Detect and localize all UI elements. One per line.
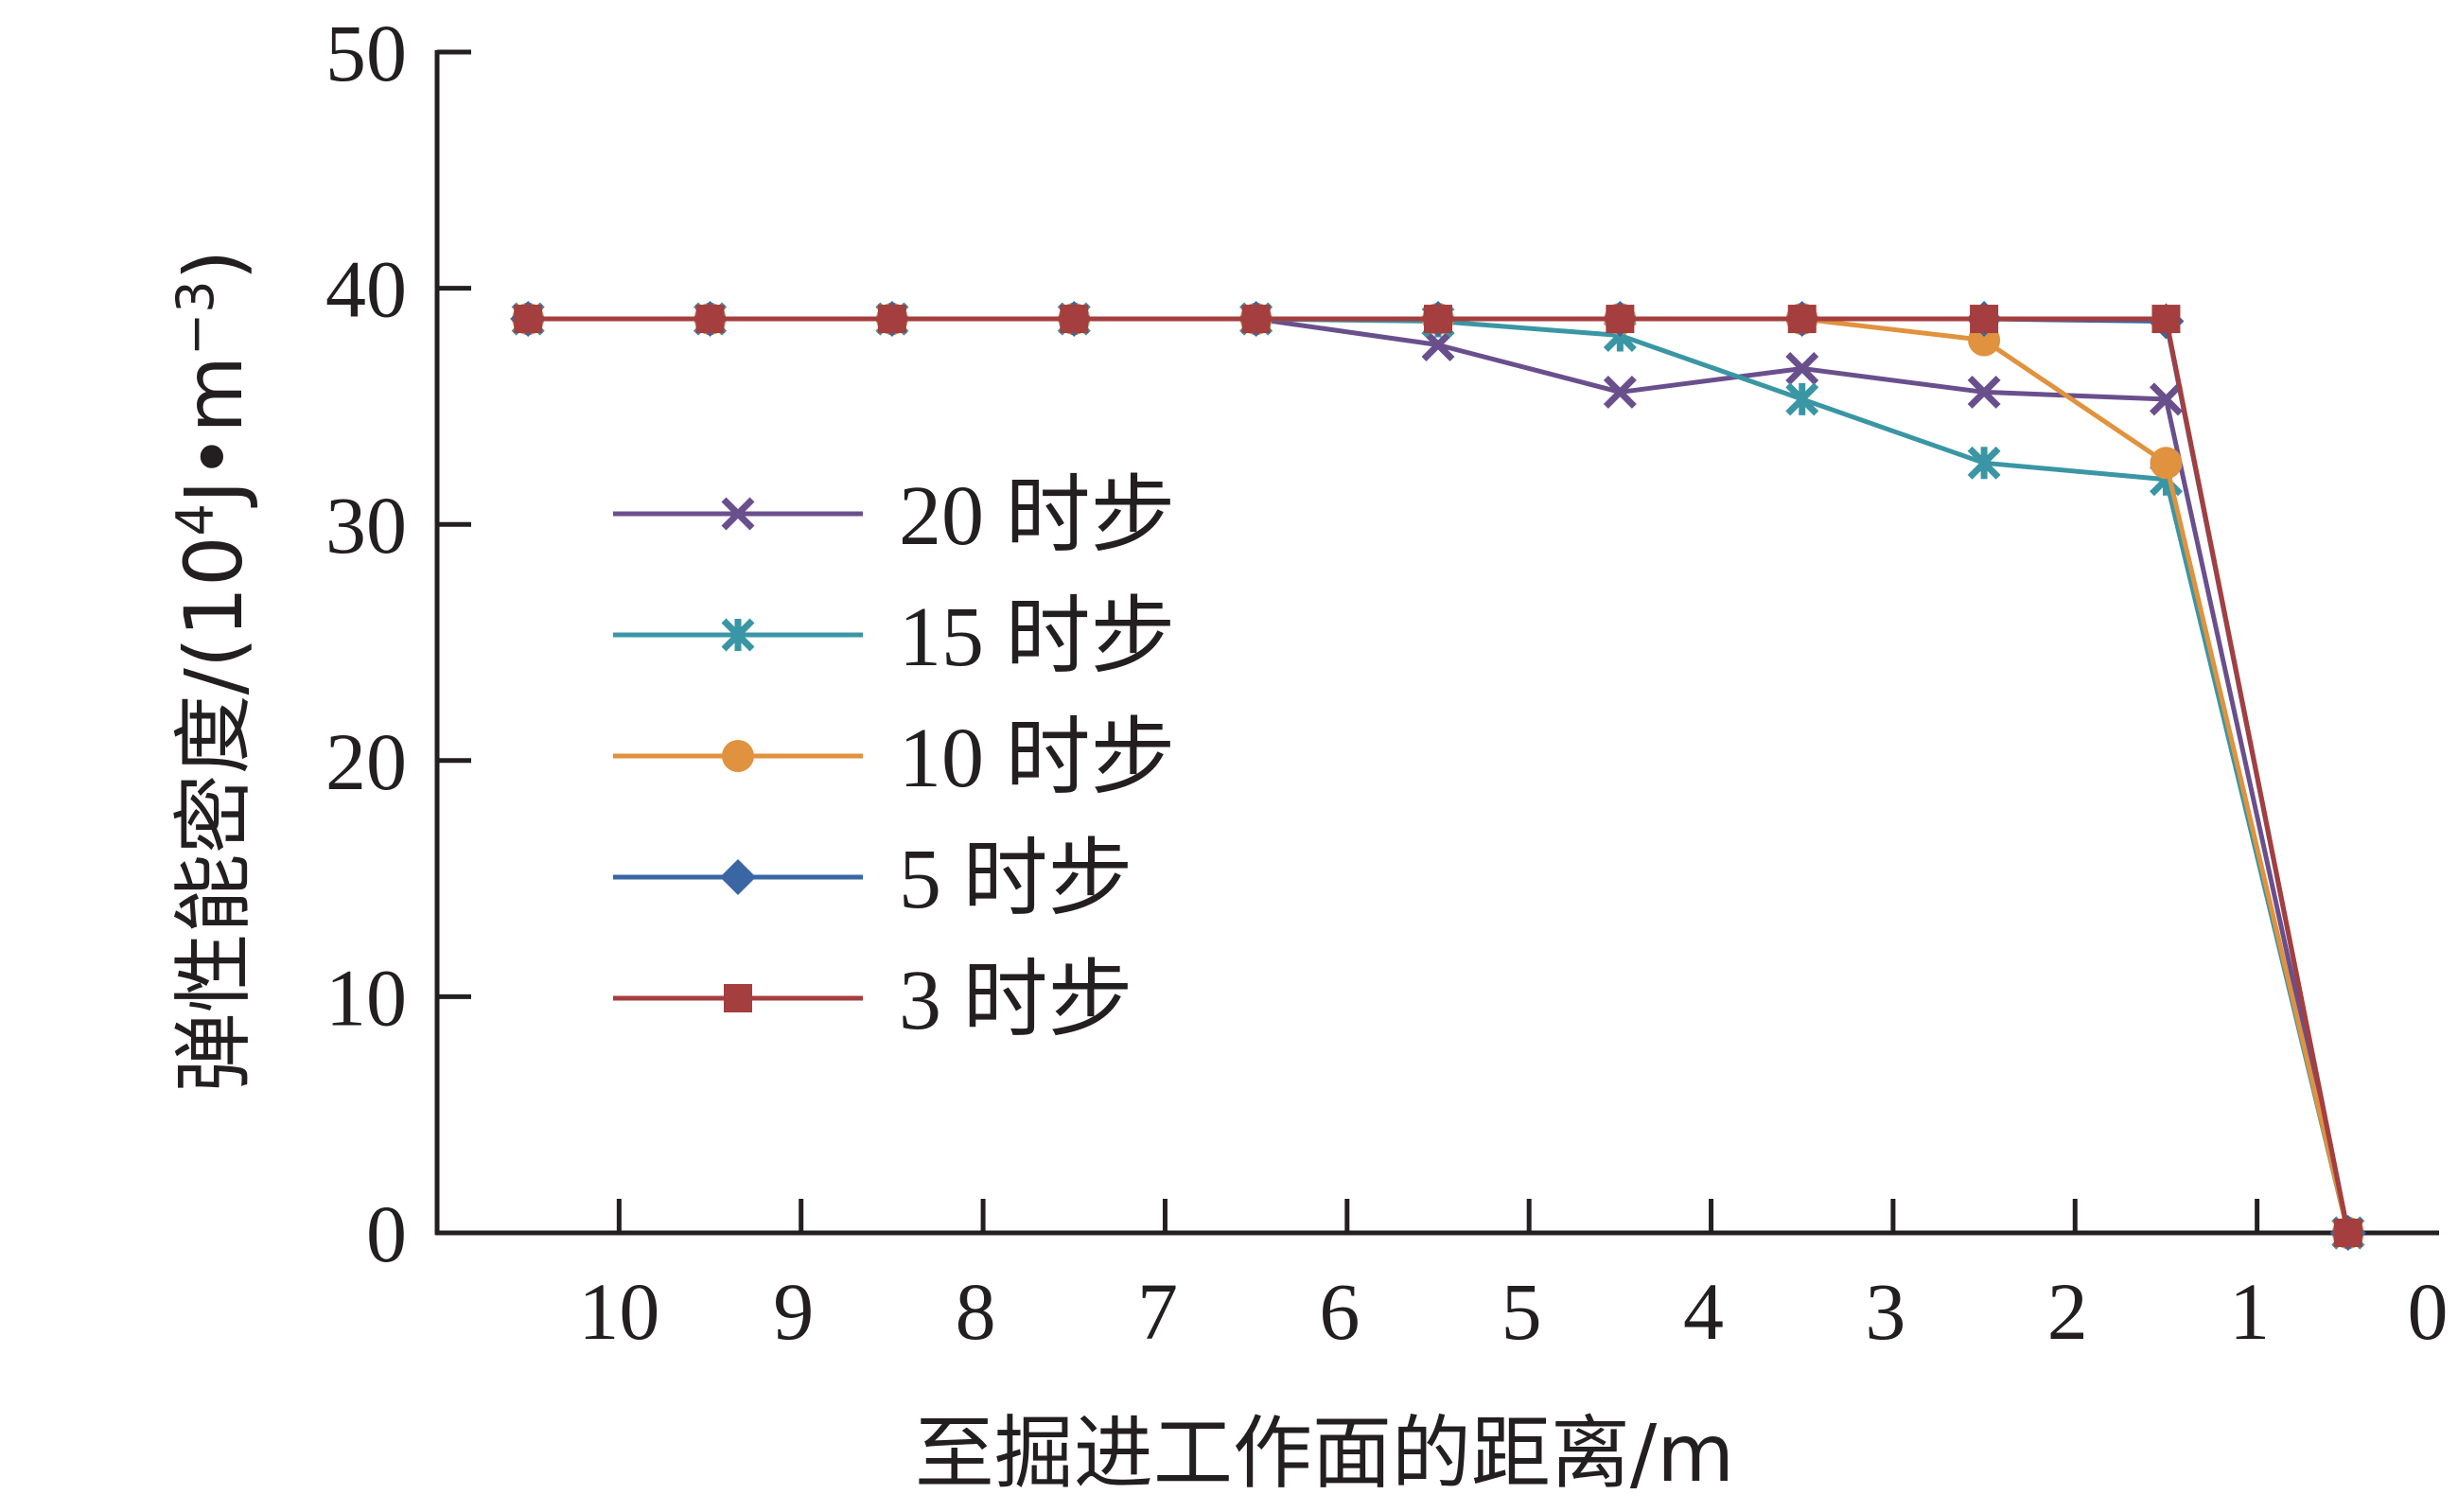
legend-label: 5 时步	[899, 833, 1133, 926]
point-marker	[2333, 1219, 2362, 1247]
point-marker	[1970, 305, 1999, 334]
legend-item: 20 时步	[613, 469, 1176, 563]
x-tick-label: 10	[578, 1266, 659, 1357]
point-marker	[2151, 305, 2181, 334]
series-5	[514, 305, 2362, 1247]
legend-item: 15 时步	[613, 590, 1176, 684]
point-marker	[1241, 305, 1271, 334]
legend-item: 5 时步	[613, 833, 1133, 926]
series-2	[511, 302, 2365, 1250]
x-tick-label: 8	[956, 1266, 996, 1357]
series-line	[528, 316, 2351, 1234]
point-marker	[1060, 305, 1089, 334]
y-tick-label: 40	[325, 244, 407, 335]
point-marker	[722, 740, 754, 772]
point-marker	[514, 305, 543, 334]
y-axis-ticks: 0 10 20 30 40 50	[325, 8, 471, 1279]
x-axis-title: 至掘进工作面的距离/m	[915, 1407, 1734, 1500]
point-marker	[1967, 375, 2001, 409]
y-tick-label: 50	[325, 8, 407, 98]
point-marker	[2149, 382, 2183, 416]
x-tick-label: 7	[1137, 1266, 1178, 1357]
legend: 20 时步 15 时步 10 时步 5 时步 3 时步	[613, 469, 1176, 1047]
point-marker	[1606, 305, 1635, 334]
legend-label: 15 时步	[899, 590, 1176, 684]
legend-item: 3 时步	[613, 954, 1133, 1047]
x-tick-label: 5	[1501, 1266, 1542, 1357]
y-axis-title-exponent-2: −3	[166, 280, 225, 356]
series-line	[528, 316, 2351, 1234]
y-axis-title-unit: J•m	[167, 356, 260, 508]
point-marker	[1424, 305, 1452, 334]
y-axis-title-exponent: 4	[166, 503, 225, 536]
y-tick-label: 20	[325, 716, 407, 807]
series-4	[510, 301, 2366, 1251]
point-marker	[1603, 375, 1637, 409]
y-tick-label: 0	[366, 1188, 407, 1279]
y-axis-title-close: )	[167, 250, 260, 281]
series-3	[512, 303, 2364, 1249]
legend-label: 3 时步	[899, 954, 1133, 1047]
point-marker	[724, 984, 752, 1012]
series-line	[528, 316, 2351, 1234]
x-tick-label: 1	[2229, 1266, 2270, 1357]
x-tick-label: 6	[1319, 1266, 1360, 1357]
x-tick-label: 0	[2408, 1266, 2449, 1357]
x-tick-label: 2	[2047, 1266, 2088, 1357]
axes	[434, 50, 2439, 1236]
point-marker	[2150, 447, 2183, 480]
point-marker	[1787, 305, 1817, 334]
series-line	[528, 316, 2351, 1234]
x-tick-label: 9	[773, 1266, 814, 1357]
legend-item: 10 时步	[613, 712, 1176, 805]
legend-label: 10 时步	[899, 712, 1176, 805]
y-tick-label: 10	[325, 952, 407, 1043]
y-tick-label: 30	[325, 480, 407, 571]
legend-label: 20 时步	[899, 469, 1176, 563]
series-line	[528, 316, 2351, 1234]
x-tick-label: 4	[1683, 1266, 1724, 1357]
y-axis-title-main: 弹性能密度/(10	[167, 536, 260, 1092]
point-marker	[1421, 328, 1455, 361]
series-layer	[510, 301, 2366, 1251]
point-marker	[877, 305, 906, 334]
x-axis-ticks: 10 9 8 7 6 5 4 3 2 1 0	[578, 1199, 2449, 1357]
point-marker	[1785, 351, 1819, 385]
x-tick-label: 3	[1865, 1266, 1905, 1357]
point-marker	[720, 859, 756, 895]
point-marker	[721, 497, 755, 531]
point-marker	[695, 305, 725, 334]
y-axis-title: 弹性能密度/(104J•m−3)	[166, 250, 260, 1093]
series-1	[511, 302, 2365, 1250]
